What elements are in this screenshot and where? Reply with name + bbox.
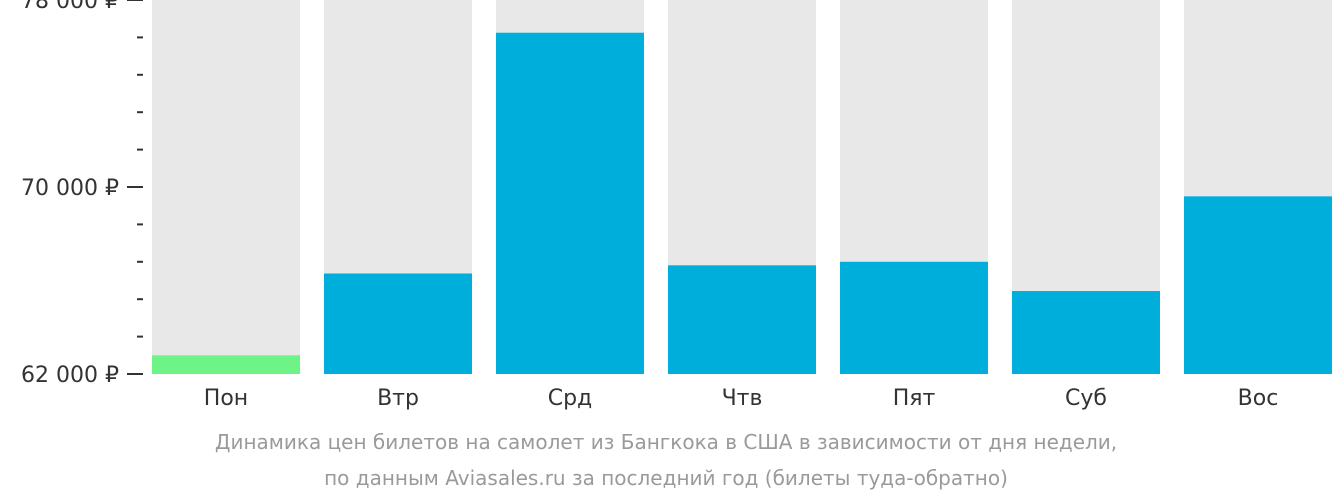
x-tick-label-1: Пон bbox=[204, 386, 248, 411]
y-tick-label-2: 70 000 ₽ bbox=[21, 176, 119, 201]
bar-1 bbox=[152, 355, 300, 374]
price-by-weekday-chart: 62 000 ₽ 70 000 ₽ 78 000 ₽ Пон Втр Срд Чтв Пят… bbox=[21, 0, 1332, 411]
y-tick-label-1: 62 000 ₽ bbox=[21, 363, 119, 388]
chart-caption-line-1: Динамика цен билетов на самолет из Бангк… bbox=[214, 430, 1118, 454]
bar-2 bbox=[324, 273, 472, 374]
bar-4 bbox=[668, 265, 816, 374]
x-tick-label-4: Чтв bbox=[722, 386, 763, 411]
x-tick-label-5: Пят bbox=[893, 386, 936, 411]
x-tick-label-2: Втр bbox=[377, 386, 419, 411]
chart-caption-line-2: по данным Aviasales.ru за последний год … bbox=[324, 466, 1008, 490]
bar-background-1 bbox=[152, 0, 300, 374]
y-tick-label-3: 78 000 ₽ bbox=[21, 0, 119, 14]
x-axis: Пон Втр Срд Чтв Пят Суб Вос bbox=[204, 386, 1279, 411]
bar-3 bbox=[496, 32, 644, 374]
y-axis: 62 000 ₽ 70 000 ₽ 78 000 ₽ bbox=[21, 0, 143, 388]
bar-7 bbox=[1184, 196, 1332, 374]
x-tick-label-3: Срд bbox=[548, 386, 593, 411]
bar-6 bbox=[1012, 291, 1160, 374]
x-tick-label-6: Суб bbox=[1065, 386, 1107, 411]
bar-5 bbox=[840, 261, 988, 374]
bars bbox=[152, 32, 1332, 374]
x-tick-label-7: Вос bbox=[1238, 386, 1279, 411]
